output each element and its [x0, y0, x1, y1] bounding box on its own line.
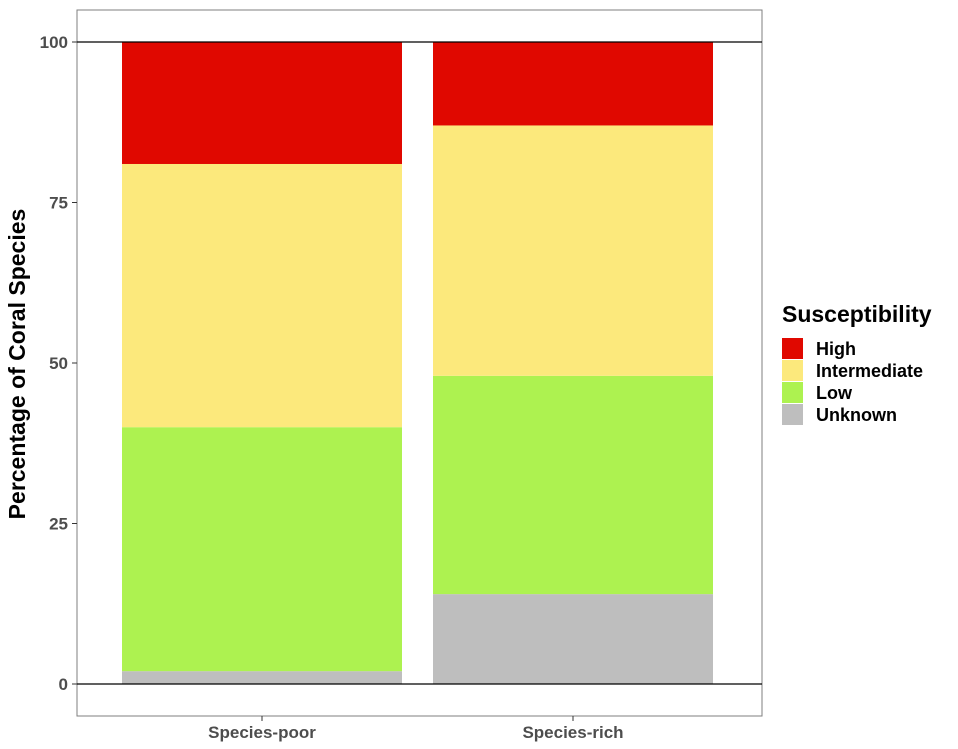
bar-segment-species-poor-unknown	[122, 671, 402, 684]
x-axis-ticks: Species-poor Species-rich	[208, 716, 624, 742]
bars-layer	[122, 42, 713, 684]
y-tick-label: 25	[49, 515, 68, 534]
bar-segment-species-poor-low	[122, 427, 402, 672]
x-tick-label: Species-poor	[208, 723, 316, 742]
y-tick-label: 0	[59, 675, 68, 694]
bar-segment-species-poor-intermediate	[122, 163, 402, 428]
legend-key-high	[782, 338, 803, 359]
bar-segment-species-rich-high	[433, 42, 713, 126]
legend-key-intermediate	[782, 360, 803, 381]
x-tick-label: Species-rich	[522, 723, 623, 742]
bar-segment-species-rich-unknown	[433, 594, 713, 684]
y-axis-ticks: 0 25 50 75 100	[40, 33, 77, 694]
legend: Susceptibility HighIntermediateLowUnknow…	[782, 301, 932, 425]
y-tick-label: 100	[40, 33, 68, 52]
legend-key-unknown	[782, 404, 803, 425]
y-axis-title: Percentage of Coral Species	[4, 209, 30, 520]
bar-segment-species-rich-low	[433, 375, 713, 595]
legend-label-unknown: Unknown	[816, 405, 897, 425]
y-tick-label: 50	[49, 354, 68, 373]
bar-segment-species-rich-intermediate	[433, 125, 713, 376]
legend-label-intermediate: Intermediate	[816, 361, 923, 381]
reference-lines	[77, 41, 762, 685]
legend-label-low: Low	[816, 383, 853, 403]
legend-key-low	[782, 382, 803, 403]
legend-title: Susceptibility	[782, 301, 932, 327]
bar-segment-species-poor-high	[122, 42, 402, 164]
legend-label-high: High	[816, 339, 856, 359]
y-tick-label: 75	[49, 194, 68, 213]
